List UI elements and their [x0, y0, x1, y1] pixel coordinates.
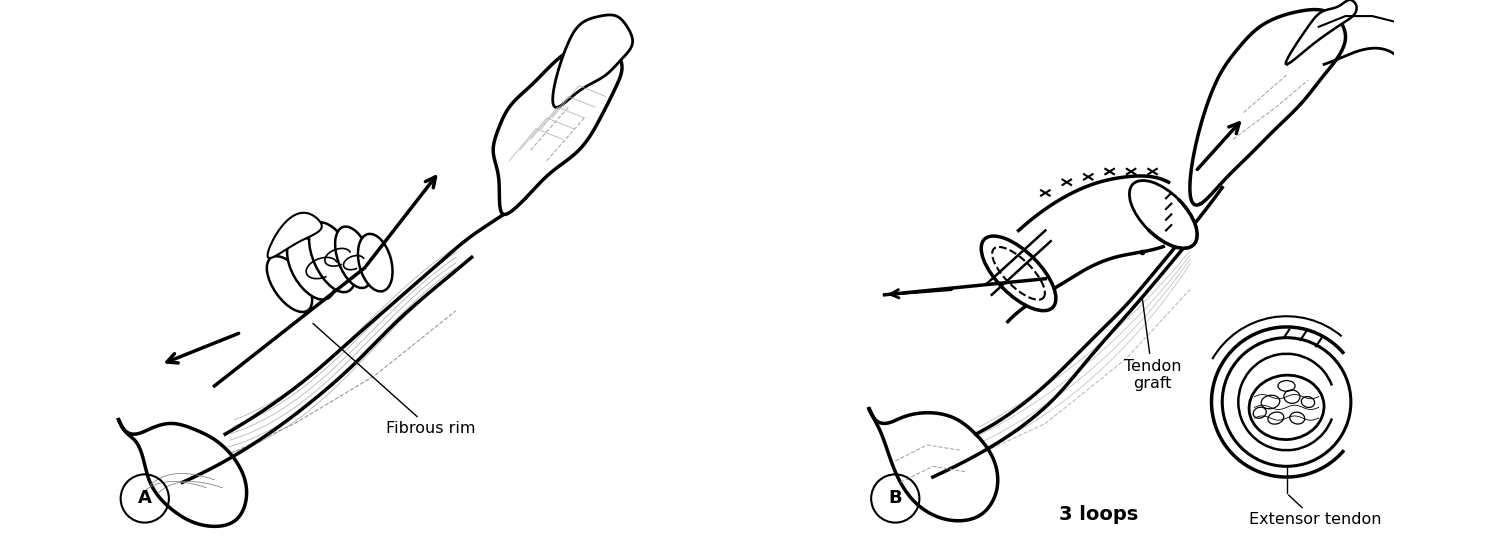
Circle shape	[1222, 338, 1351, 466]
Ellipse shape	[1129, 181, 1198, 248]
Text: A: A	[138, 489, 152, 508]
Ellipse shape	[982, 236, 1055, 311]
Polygon shape	[1190, 10, 1345, 205]
Ellipse shape	[287, 236, 335, 300]
Text: B: B	[889, 489, 902, 508]
Ellipse shape	[357, 234, 393, 292]
Ellipse shape	[335, 227, 372, 288]
Ellipse shape	[267, 256, 312, 312]
Polygon shape	[869, 407, 998, 521]
Polygon shape	[1286, 0, 1357, 64]
Text: Extensor tendon: Extensor tendon	[1249, 495, 1381, 527]
Text: Tendon
graft: Tendon graft	[1124, 297, 1181, 391]
Polygon shape	[267, 213, 321, 258]
Ellipse shape	[1249, 375, 1324, 440]
Ellipse shape	[309, 222, 356, 292]
Polygon shape	[552, 15, 632, 107]
Polygon shape	[494, 43, 621, 214]
Text: Fibrous rim: Fibrous rim	[314, 323, 476, 436]
Text: 3 loops: 3 loops	[1060, 505, 1139, 524]
Polygon shape	[119, 418, 246, 526]
